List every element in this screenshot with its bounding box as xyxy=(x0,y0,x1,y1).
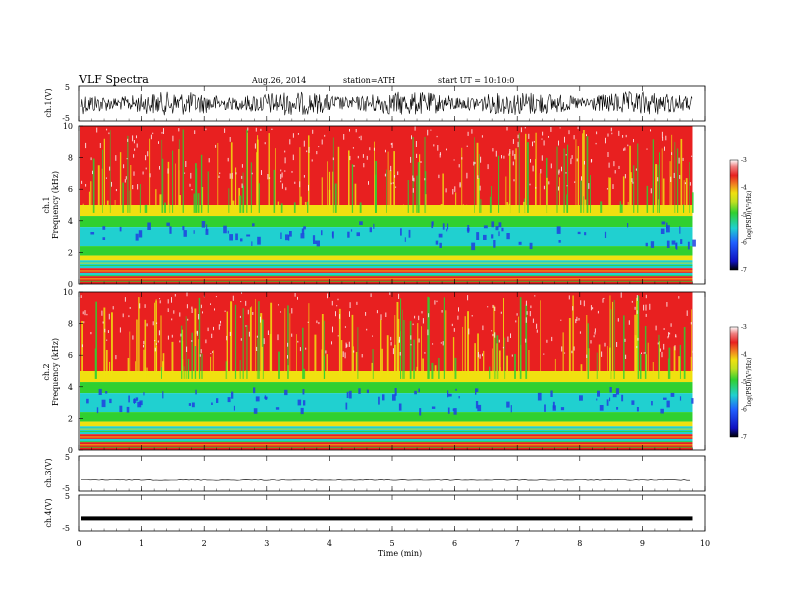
ch2-colorbar xyxy=(729,326,739,438)
ch1-colorbar xyxy=(729,159,739,271)
xtick-label: 10 xyxy=(700,539,710,548)
ch3-waveform-ylabel: ch.3(V) xyxy=(44,458,53,487)
panel-frame xyxy=(78,494,706,532)
ytick-label: 6 xyxy=(68,185,73,194)
ch1-waveform-line xyxy=(80,91,693,116)
ytick-label: 4 xyxy=(68,383,73,392)
ch3-ytick-bottom: -5 xyxy=(62,484,70,493)
ytick-label: 8 xyxy=(68,320,73,329)
ch1-ytick-bottom: -5 xyxy=(62,114,70,123)
xtick-label: 6 xyxy=(452,539,457,548)
ch2-spectrogram-ylabel: Frequency (kHz) xyxy=(51,338,60,406)
xtick-label: 4 xyxy=(327,539,332,548)
ytick-label: 0 xyxy=(68,446,73,455)
x-axis-label: Time (min) xyxy=(378,549,422,558)
colorbar-tick-label: -3 xyxy=(741,157,747,164)
ch2-colorbar-ticks: -3 -4 -5 -6 -7 xyxy=(741,324,747,441)
station-label: station=ATH xyxy=(343,76,395,85)
ch4-waveform-line xyxy=(81,516,693,521)
colorbar-tick-label: -5 xyxy=(741,379,747,386)
ytick-label: 4 xyxy=(68,217,73,226)
ch1-colorbar-ticks: -3 -4 -5 -6 -7 xyxy=(741,157,747,274)
xtick-label: 9 xyxy=(640,539,645,548)
colorbar-tick-label: -5 xyxy=(741,212,747,219)
ch1-spectrogram-yticks: 0 2 4 6 8 10 xyxy=(63,122,83,289)
xtick-label: 7 xyxy=(515,539,520,548)
xtick-label: 1 xyxy=(139,539,144,548)
ytick-label: 2 xyxy=(68,414,73,423)
date-label: Aug.26, 2014 xyxy=(251,76,306,85)
ch1-spectrogram-channel-label: ch.1 xyxy=(42,196,51,213)
xtick-label: 5 xyxy=(389,539,394,548)
ch3-ytick-top: 5 xyxy=(65,453,70,462)
ch2-spectrogram-yticks: 0 2 4 6 8 10 xyxy=(63,288,83,455)
ytick-label: 10 xyxy=(63,122,73,131)
xtick-label: 0 xyxy=(76,539,81,548)
ch1-colorbar-label: log(PSD)(V²/Hz) xyxy=(746,191,753,240)
ch2-spectrogram-image xyxy=(80,292,694,450)
colorbar-tick-label: -4 xyxy=(741,185,747,192)
ch1-ytick-top: 5 xyxy=(65,83,70,92)
xtick-label: 8 xyxy=(577,539,582,548)
ytick-label: 8 xyxy=(68,154,73,163)
ch1-spectrogram-image xyxy=(80,126,696,284)
ytick-label: 2 xyxy=(68,248,73,257)
ch4-ytick-top: 5 xyxy=(65,492,70,501)
start-time-label: start UT = 10:10:0 xyxy=(438,76,514,85)
colorbar-tick-label: -7 xyxy=(741,267,747,274)
ytick-label: 6 xyxy=(68,351,73,360)
ch4-ytick-bottom: -5 xyxy=(62,524,70,533)
ytick-label: 10 xyxy=(63,288,73,297)
ch4-waveform-panel: ch.4(V) 5 -5 xyxy=(44,492,693,533)
figure-title: VLF Spectra xyxy=(78,73,149,86)
xtick-label: 3 xyxy=(264,539,269,548)
colorbar-tick-label: -7 xyxy=(741,434,747,441)
ch4-waveform-ylabel: ch.4(V) xyxy=(44,498,53,527)
x-axis-ticks: 0 1 2 3 4 5 6 7 8 9 10 xyxy=(76,86,710,548)
colorbar-tick-label: -3 xyxy=(741,324,747,331)
panel-frame xyxy=(78,455,706,492)
ch1-waveform-ylabel: ch.1(V) xyxy=(44,88,53,117)
ch3-waveform-panel: ch.3(V) 5 -5 xyxy=(44,453,690,493)
ytick-label: 0 xyxy=(68,280,73,289)
ch1-spectrogram-ylabel: Frequency (kHz) xyxy=(51,171,60,239)
colorbar-tick-label: -6 xyxy=(741,240,747,247)
ch1-waveform-panel: ch.1(V) 5 -5 xyxy=(44,83,693,123)
colorbar-tick-label: -6 xyxy=(741,407,747,414)
colorbar-tick-label: -4 xyxy=(741,352,747,359)
ch3-waveform-line xyxy=(81,479,690,481)
xtick-label: 2 xyxy=(202,539,207,548)
ch2-spectrogram-channel-label: ch.2 xyxy=(42,363,51,380)
ch2-colorbar-label: log(PSD)(V²/Hz) xyxy=(746,358,753,407)
